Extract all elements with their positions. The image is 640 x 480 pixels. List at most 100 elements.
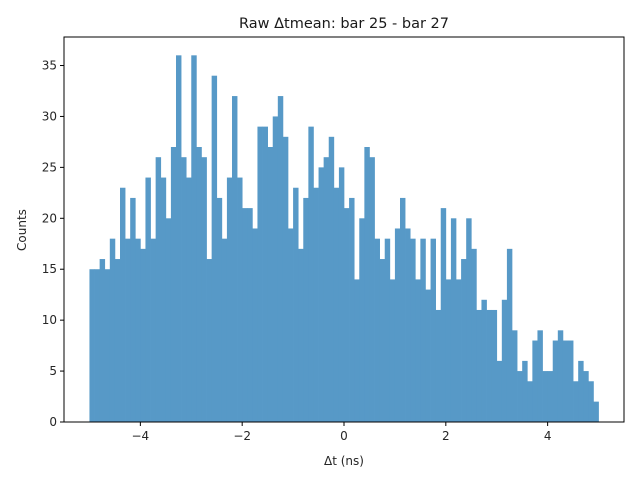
histogram-bar	[481, 299, 487, 422]
x-axis-label: Δt (ns)	[324, 454, 364, 468]
histogram-bar	[125, 238, 131, 422]
histogram-bar	[272, 116, 279, 422]
x-tick-label: 0	[340, 429, 348, 443]
histogram-bar	[517, 371, 523, 422]
histogram-bar	[201, 157, 207, 422]
histogram-bar	[298, 248, 304, 422]
histogram-bar	[410, 238, 416, 422]
histogram-bar	[333, 187, 340, 422]
histogram-bar	[445, 279, 452, 422]
histogram-bar	[456, 279, 462, 422]
histogram-bar	[542, 371, 548, 422]
histogram-bar	[593, 401, 599, 422]
histogram-bar	[394, 228, 401, 422]
histogram-bar	[338, 167, 345, 422]
histogram-bar	[130, 197, 136, 422]
x-tick-label: 2	[442, 429, 450, 443]
histogram-bar	[313, 187, 319, 422]
histogram-bar	[568, 340, 574, 422]
histogram-bar	[476, 309, 482, 422]
histogram-bar	[364, 147, 370, 422]
histogram-bar	[196, 147, 202, 422]
histogram-bar	[486, 309, 492, 422]
histogram-bar	[461, 259, 467, 422]
histogram-bar	[354, 279, 360, 422]
y-tick-label: 10	[42, 313, 57, 327]
histogram-bar	[99, 259, 106, 422]
x-tick-label: −2	[233, 429, 251, 443]
histogram-bar	[400, 197, 406, 422]
histogram-bar	[344, 208, 350, 422]
x-axis-ticks: −4 −2 0 2 4	[132, 422, 552, 443]
histogram-bar	[206, 259, 212, 422]
histogram-bar	[506, 248, 513, 422]
histogram-bar	[379, 259, 386, 422]
histogram-bar	[512, 330, 518, 422]
histogram-bar	[578, 360, 584, 422]
histogram-bar	[466, 218, 472, 422]
histogram-bar	[471, 248, 477, 422]
histogram-bar	[323, 157, 330, 422]
histogram-bar	[186, 177, 192, 422]
histogram-bar	[221, 238, 228, 422]
histogram-bar	[277, 96, 284, 422]
histogram-bar	[252, 228, 258, 422]
histogram-bar	[308, 126, 314, 422]
chart-title: Raw Δtmean: bar 25 - bar 27	[239, 16, 449, 32]
histogram-bar	[181, 157, 187, 422]
histogram-bar	[89, 269, 95, 422]
histogram-bar	[293, 187, 299, 422]
histogram-bar	[547, 371, 554, 422]
histogram-bar	[232, 96, 238, 422]
histogram-bar	[328, 136, 335, 422]
histogram-bar	[145, 177, 151, 422]
histogram-bar	[359, 218, 365, 422]
histogram-bar	[318, 167, 324, 422]
histogram-bar	[104, 269, 111, 422]
y-tick-label: 5	[49, 364, 57, 378]
histogram-bar	[165, 218, 172, 422]
histogram-bar	[440, 208, 447, 422]
histogram-bar	[491, 309, 498, 422]
histogram-bar	[369, 157, 375, 422]
histogram-bar	[430, 238, 436, 422]
histogram-bar	[405, 228, 411, 422]
histogram-bar	[267, 147, 274, 422]
y-tick-label: 35	[42, 59, 57, 73]
histogram-bar	[537, 330, 543, 422]
histogram-bar	[527, 381, 533, 422]
histogram-bar	[562, 340, 569, 422]
histogram-bar	[420, 238, 426, 422]
histogram-bar	[303, 197, 309, 422]
y-tick-label: 25	[42, 160, 57, 174]
histogram-bar	[532, 340, 538, 422]
histogram-bar	[140, 248, 146, 422]
histogram-bar	[389, 279, 396, 422]
histogram-bar	[247, 208, 253, 422]
y-tick-label: 20	[42, 211, 57, 225]
histogram-bar	[262, 126, 268, 422]
histogram-bar	[450, 218, 457, 422]
histogram-bar	[435, 309, 442, 422]
histogram-bar	[114, 259, 121, 422]
x-tick-label: 4	[544, 429, 552, 443]
x-tick-label: −4	[132, 429, 150, 443]
histogram-bar	[191, 55, 197, 422]
histogram-bar	[415, 279, 421, 422]
histogram-bar	[135, 238, 141, 422]
y-tick-label: 30	[42, 109, 57, 123]
histogram-bar	[109, 238, 116, 422]
histogram-bar	[588, 381, 594, 422]
histogram-bar	[94, 269, 100, 422]
histogram-bar	[120, 187, 126, 422]
histogram-bar	[226, 177, 233, 422]
histogram-bar	[155, 157, 162, 422]
histogram-bar	[170, 147, 177, 422]
histogram-bar	[384, 238, 391, 422]
histogram-bar	[374, 238, 380, 422]
y-axis-ticks: 0 5 10 15 20 25 30 35	[42, 59, 64, 429]
histogram-bar	[496, 360, 503, 422]
histogram-bar	[257, 126, 263, 422]
histogram-bar	[216, 197, 223, 422]
